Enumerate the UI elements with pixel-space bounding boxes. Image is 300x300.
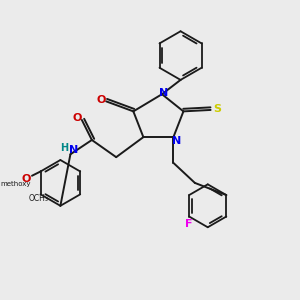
Text: OCH₃: OCH₃ bbox=[29, 194, 49, 203]
Text: S: S bbox=[213, 104, 221, 114]
Text: F: F bbox=[185, 219, 193, 229]
Text: N: N bbox=[172, 136, 181, 146]
Text: H: H bbox=[60, 143, 68, 153]
Text: N: N bbox=[159, 88, 168, 98]
Text: O: O bbox=[72, 113, 81, 123]
Text: N: N bbox=[69, 145, 78, 155]
Text: methoxy: methoxy bbox=[0, 181, 31, 187]
Text: O: O bbox=[22, 174, 31, 184]
Text: O: O bbox=[96, 95, 106, 105]
